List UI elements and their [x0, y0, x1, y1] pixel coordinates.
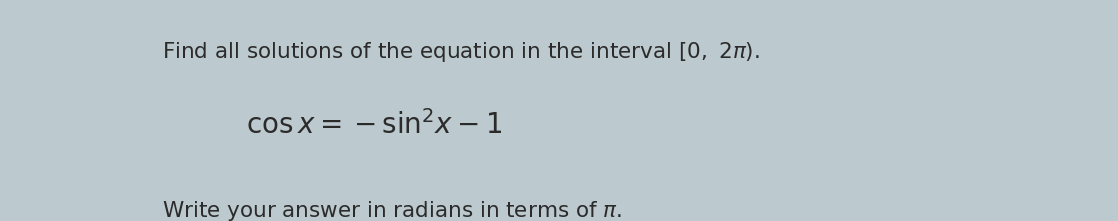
- Text: Find all solutions of the equation in the interval $\left[0,\ 2\pi\right)$.: Find all solutions of the equation in th…: [162, 40, 760, 64]
- Text: Write your answer in radians in terms of $\pi$.: Write your answer in radians in terms of…: [162, 199, 622, 221]
- Text: $\cos x = -\sin^2\!x - 1$: $\cos x = -\sin^2\!x - 1$: [246, 110, 502, 140]
